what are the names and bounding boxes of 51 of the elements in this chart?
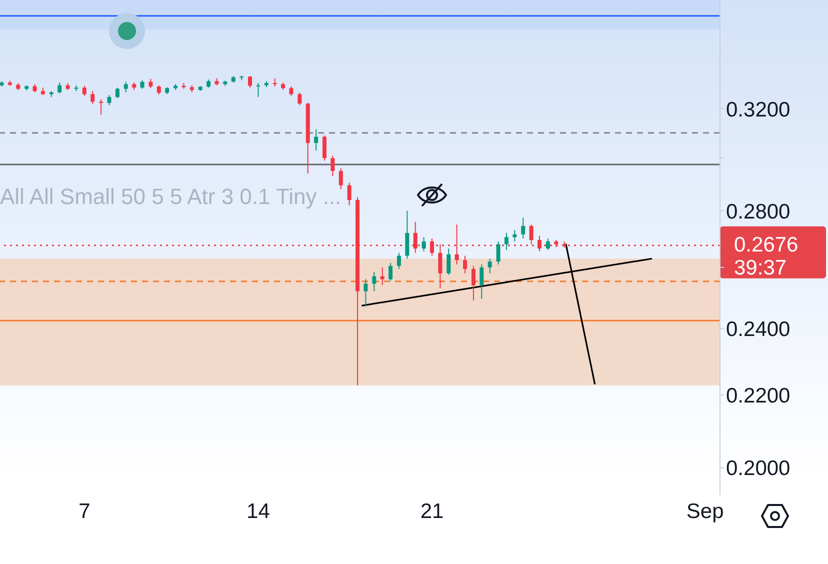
text: 39:37 [734, 256, 787, 280]
candlestick [248, 76, 252, 88]
candlestick [115, 87, 120, 99]
x-tick-label: 7 [78, 500, 90, 523]
candlestick [99, 98, 104, 116]
candlestick [422, 236, 426, 252]
candlestick [124, 81, 128, 93]
candlestick [496, 240, 500, 265]
candlestick [454, 224, 459, 265]
candlestick [330, 155, 335, 177]
candlestick [347, 182, 352, 206]
x-tick-label: Sep [686, 500, 724, 523]
candlestick [538, 235, 542, 252]
x-tick-label: 21 [420, 500, 444, 523]
candlestick [396, 252, 401, 270]
y-tick-label: 0.2200 [726, 384, 790, 408]
candlestick [364, 278, 368, 308]
candlestick [58, 82, 62, 94]
candlestick [413, 221, 418, 254]
candlestick [471, 265, 476, 301]
candlestick [388, 262, 393, 282]
candlestick [488, 258, 492, 274]
candlestick [438, 244, 442, 289]
candlestick [107, 94, 112, 106]
y-tick-label: 0.2800 [726, 200, 790, 224]
ref-line-label: 0.2676 [734, 233, 798, 256]
candlestick [504, 232, 508, 250]
candlestick [298, 92, 302, 106]
candlestick [430, 238, 434, 256]
candlestick [289, 86, 294, 96]
annotation: All All Small 50 5 5 Atr 3 0.1 Tiny ... [0, 183, 342, 211]
candlestick [156, 84, 161, 96]
candlestick [256, 82, 260, 98]
candlestick [148, 78, 153, 89]
candlestick [372, 271, 376, 292]
candlestick [82, 85, 86, 96]
candlestick [338, 168, 343, 190]
y-tick-label: 0.2400 [726, 318, 790, 341]
candlestick [521, 217, 526, 240]
y-tick-label: 0.3200 [726, 98, 790, 122]
y-tick-label: 0.2000 [726, 457, 790, 480]
x-tick-label: 14 [246, 500, 270, 523]
candlestick [529, 224, 534, 245]
candlestick [463, 255, 468, 274]
candlestick [446, 248, 451, 276]
candlestick [322, 135, 326, 162]
candlestick [405, 210, 410, 260]
candlestick [90, 90, 95, 105]
candlestick [480, 264, 484, 300]
candlestick [546, 238, 550, 250]
candlestick [314, 128, 318, 152]
